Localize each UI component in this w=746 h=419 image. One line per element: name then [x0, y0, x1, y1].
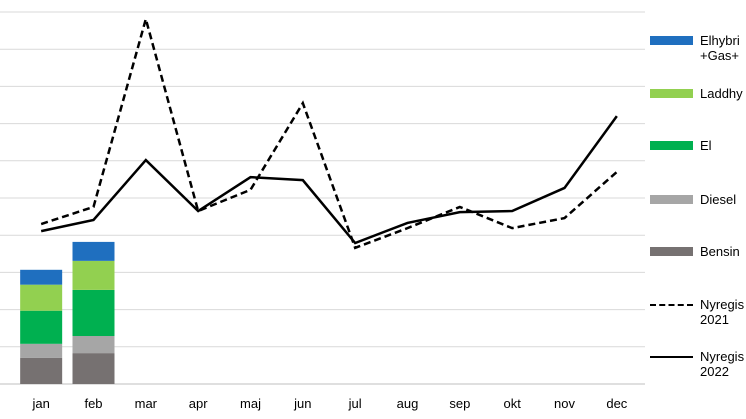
legend-label: Elhybri +Gas+ — [700, 33, 740, 63]
legend-item: Bensin — [650, 244, 740, 259]
x-tick-label: okt — [503, 396, 521, 411]
bar-segment — [20, 343, 63, 358]
x-tick-label: feb — [84, 396, 102, 411]
line — [40, 115, 618, 245]
bar-segment — [20, 284, 63, 311]
x-tick-label: sep — [449, 396, 470, 411]
legend-label: Laddhy — [700, 86, 743, 101]
legend-label: Diesel — [700, 192, 737, 207]
bar-segment — [20, 269, 63, 285]
x-tick-label: jul — [348, 396, 362, 411]
legend-item: Elhybri +Gas+ — [650, 33, 740, 63]
bar-segment — [72, 353, 115, 384]
bar-segment — [72, 260, 115, 290]
x-tick-label: apr — [189, 396, 208, 411]
legend-label: Nyregis 2021 — [700, 297, 745, 327]
legend-item: El — [650, 138, 712, 153]
legend-label: Bensin — [700, 244, 740, 259]
legend-item: Nyregis 2022 — [650, 349, 744, 379]
legend-item: Diesel — [650, 192, 736, 207]
legend-swatch — [650, 356, 693, 358]
bar-segment — [20, 357, 63, 384]
x-tick-label: jan — [31, 396, 49, 411]
bar-segment — [20, 310, 63, 344]
x-tick-label: nov — [554, 396, 575, 411]
legend-swatch — [650, 89, 693, 98]
x-tick-label: aug — [397, 396, 419, 411]
legend-swatch — [650, 141, 693, 150]
x-tick-label: maj — [240, 396, 261, 411]
legend-swatch — [650, 195, 693, 204]
x-tick-label: dec — [606, 396, 627, 411]
legend-label: Nyregis 2022 — [700, 349, 745, 379]
bar-segment — [72, 241, 115, 261]
legend-label: El — [700, 138, 712, 153]
x-tick-label: jun — [293, 396, 311, 411]
legend-swatch — [650, 247, 693, 256]
bar-segment — [72, 336, 115, 354]
legend-item: Nyregis 2021 — [650, 297, 744, 327]
legend-swatch — [650, 36, 693, 45]
line — [40, 14, 618, 250]
bar-segment — [72, 289, 115, 337]
legend-swatch — [650, 304, 693, 306]
x-tick-label: mar — [135, 396, 158, 411]
legend-item: Laddhy — [650, 86, 743, 101]
